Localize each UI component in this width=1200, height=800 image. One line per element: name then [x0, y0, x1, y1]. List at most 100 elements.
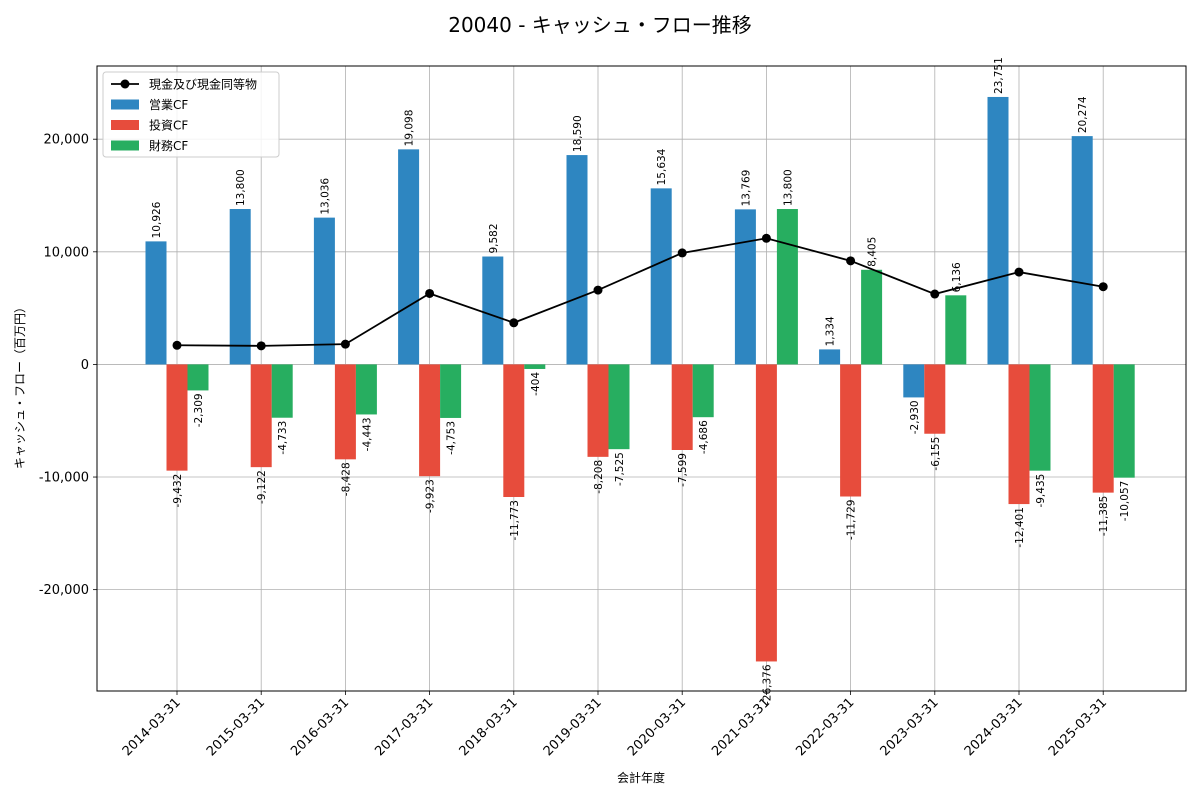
bar-value-label: 6,136	[951, 262, 963, 292]
x-tick-label: 2021-03-31	[709, 695, 773, 759]
bar-value-label: 1,334	[825, 316, 837, 346]
bar	[166, 364, 188, 471]
bar	[334, 364, 356, 460]
bar	[1092, 364, 1114, 493]
bar-value-label: -404	[530, 372, 542, 396]
x-tick-label: 2019-03-31	[541, 695, 605, 759]
bar-value-label: -12,401	[1014, 507, 1026, 548]
cash-point	[340, 339, 350, 349]
bar	[650, 188, 672, 365]
x-tick-label: 2025-03-31	[1046, 695, 1110, 759]
bar-value-label: -9,122	[256, 470, 268, 504]
cash-point	[256, 341, 266, 351]
bar	[755, 364, 777, 662]
bar-value-label: -4,443	[361, 417, 373, 451]
bar	[819, 349, 841, 365]
bar-value-label: 18,590	[572, 115, 584, 152]
bar	[692, 364, 714, 418]
bar-value-label: -11,729	[846, 500, 858, 541]
x-tick-label: 2017-03-31	[372, 695, 436, 759]
bar	[566, 155, 588, 365]
bar	[587, 364, 609, 457]
chart-title: 20040 - キャッシュ・フロー推移	[448, 13, 752, 37]
bar	[250, 364, 272, 468]
bar-value-label: 20,274	[1077, 96, 1089, 133]
bar	[840, 364, 862, 497]
bar-value-label: 13,769	[740, 170, 752, 207]
bar-value-label: 13,800	[235, 169, 247, 206]
cash-point	[593, 285, 603, 295]
cash-point	[677, 248, 687, 258]
bar	[271, 364, 293, 418]
bar-value-label: -11,773	[509, 500, 521, 541]
x-tick-label: 2016-03-31	[288, 695, 352, 759]
y-tick-label: 10,000	[44, 245, 90, 260]
bar-value-label: -4,733	[277, 421, 289, 455]
bar-value-label: -9,432	[172, 474, 184, 508]
bar-value-label: 15,634	[656, 148, 668, 185]
bar	[671, 364, 693, 450]
cash-point	[930, 289, 940, 299]
cash-point	[846, 256, 856, 266]
bar-value-label: -11,385	[1098, 496, 1110, 537]
bar	[987, 96, 1009, 365]
cash-point	[425, 288, 435, 298]
bar-value-label: -9,923	[425, 479, 437, 513]
bar-value-label: -8,208	[593, 460, 605, 494]
y-axis-label: キャッシュ・フロー（百万円）	[13, 301, 27, 469]
bar	[608, 364, 630, 450]
bar	[924, 364, 946, 434]
labels-layer: 10,926 13,800 13,036 19,098 9,582 18,590 15,63…	[151, 57, 1131, 705]
y-tick-label: 0	[81, 358, 89, 373]
bar	[776, 209, 798, 365]
legend-label: 現金及び現金同等物	[149, 77, 257, 92]
y-tick-label: -20,000	[39, 583, 89, 598]
bar-value-label: 13,036	[319, 178, 331, 215]
y-tick-label: 20,000	[44, 133, 90, 148]
cash-point	[761, 233, 771, 243]
legend-swatch	[111, 140, 139, 151]
x-tick-label: 2023-03-31	[878, 695, 942, 759]
plot-frame	[96, 65, 1187, 692]
bar	[145, 241, 167, 365]
bar-value-label: -4,686	[698, 420, 710, 454]
bar-value-label: 19,098	[404, 110, 416, 147]
bar-value-label: 8,405	[867, 237, 879, 267]
bar	[440, 364, 462, 418]
bar	[1113, 364, 1135, 478]
bar	[903, 364, 925, 398]
legend-marker	[120, 79, 130, 89]
bar-value-label: -2,930	[909, 400, 921, 434]
cash-point	[1098, 282, 1108, 292]
bar	[503, 364, 525, 498]
bar-value-label: 13,800	[782, 169, 794, 206]
x-tick-label: 2018-03-31	[457, 695, 521, 759]
bar	[419, 364, 441, 477]
bar	[734, 209, 756, 365]
legend-swatch	[111, 120, 139, 130]
bar	[1008, 364, 1030, 505]
bar-value-label: -8,428	[340, 462, 352, 496]
cash-point	[509, 318, 519, 328]
cash-line	[176, 237, 1104, 347]
x-tick-label: 2022-03-31	[793, 695, 857, 759]
bars-layer	[145, 96, 1135, 662]
bar	[229, 209, 251, 365]
legend-box	[102, 71, 280, 158]
x-tick-label: 2014-03-31	[120, 695, 184, 759]
x-axis-label: 会計年度	[617, 770, 665, 785]
bar	[482, 256, 504, 365]
x-tick-label: 2024-03-31	[962, 695, 1026, 759]
cash-point	[1014, 267, 1024, 277]
bar-value-label: -10,057	[1119, 481, 1131, 522]
bar-value-label: -7,599	[677, 453, 689, 487]
bar	[524, 364, 546, 369]
bar-value-label: 23,751	[993, 57, 1005, 94]
bar	[945, 295, 967, 365]
bar	[1029, 364, 1051, 471]
x-tick-label: 2015-03-31	[204, 695, 268, 759]
legend-label: 営業CF	[149, 98, 188, 112]
bar-value-label: -2,309	[193, 393, 205, 427]
